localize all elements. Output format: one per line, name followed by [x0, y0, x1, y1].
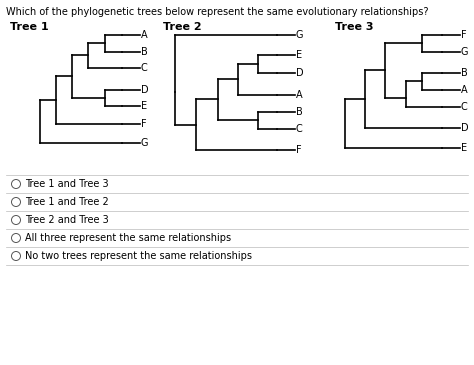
Text: Tree 1 and Tree 3: Tree 1 and Tree 3 — [25, 179, 109, 189]
Text: Tree 2: Tree 2 — [163, 22, 201, 32]
Text: B: B — [141, 47, 148, 57]
Text: C: C — [461, 102, 468, 112]
Text: B: B — [296, 107, 303, 117]
Text: F: F — [296, 145, 301, 155]
Text: All three represent the same relationships: All three represent the same relationshi… — [25, 233, 231, 243]
Text: B: B — [461, 68, 468, 78]
Text: F: F — [461, 30, 466, 40]
Text: Tree 1 and Tree 2: Tree 1 and Tree 2 — [25, 197, 109, 207]
Text: G: G — [461, 47, 468, 57]
Text: A: A — [296, 90, 302, 100]
Text: Tree 2 and Tree 3: Tree 2 and Tree 3 — [25, 215, 109, 225]
Text: E: E — [296, 50, 302, 60]
Text: E: E — [141, 101, 147, 111]
Text: D: D — [296, 68, 304, 78]
Text: E: E — [461, 143, 467, 153]
Text: Tree 1: Tree 1 — [10, 22, 49, 32]
Text: C: C — [141, 63, 148, 73]
Text: A: A — [141, 30, 147, 40]
Text: F: F — [141, 119, 146, 129]
Text: Which of the phylogenetic trees below represent the same evolutionary relationsh: Which of the phylogenetic trees below re… — [6, 7, 428, 17]
Text: No two trees represent the same relationships: No two trees represent the same relation… — [25, 251, 252, 261]
Text: A: A — [461, 85, 468, 95]
Text: C: C — [296, 124, 303, 134]
Text: D: D — [141, 85, 149, 95]
Text: G: G — [296, 30, 303, 40]
Text: G: G — [141, 138, 148, 148]
Text: Tree 3: Tree 3 — [335, 22, 374, 32]
Text: D: D — [461, 123, 469, 133]
